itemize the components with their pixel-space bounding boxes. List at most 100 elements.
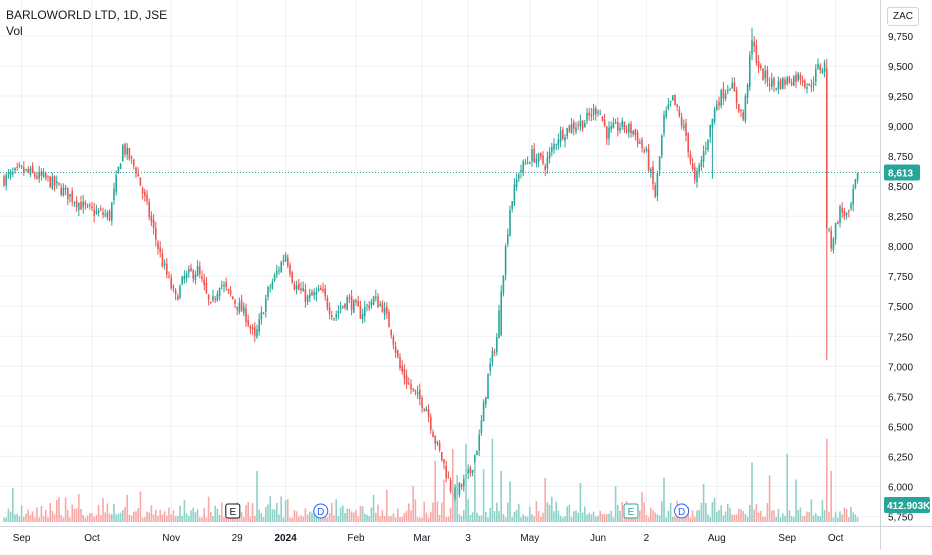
candle-body — [146, 194, 148, 202]
candle-body — [64, 187, 67, 190]
volume-bar — [306, 514, 309, 522]
volume-bar — [161, 514, 164, 522]
candle-body — [405, 375, 408, 385]
volume-bar — [804, 515, 806, 522]
candle-body — [487, 373, 489, 399]
volume-bar — [821, 500, 824, 522]
price-scale[interactable] — [881, 0, 932, 526]
candle-body — [619, 127, 621, 131]
candle-body — [581, 120, 584, 129]
candle-body — [5, 174, 7, 186]
candle-body — [278, 270, 280, 272]
candle-body — [801, 80, 804, 83]
volume-bar — [476, 512, 478, 522]
volume-bar — [86, 515, 89, 522]
candle-body — [181, 276, 183, 285]
volume-bar — [709, 517, 711, 522]
volume-bar — [702, 483, 705, 522]
volume-bar — [744, 514, 747, 522]
candle-body — [104, 214, 106, 216]
candle-body — [663, 114, 665, 133]
x-tick-label: Nov — [162, 533, 180, 544]
volume-bar — [51, 510, 54, 522]
earnings-marker[interactable] — [623, 503, 639, 519]
volume-bar — [141, 517, 144, 522]
candle-body — [713, 109, 716, 122]
earnings-marker[interactable] — [225, 503, 241, 519]
candle-body — [247, 319, 249, 326]
candle-body — [210, 301, 212, 303]
volume-bar — [808, 511, 810, 522]
volume-bar — [47, 517, 49, 522]
volume-bar — [357, 516, 359, 522]
volume-bar — [100, 515, 102, 522]
volume-bar — [500, 471, 502, 522]
candle-body — [460, 484, 463, 488]
volume-bar — [258, 509, 260, 522]
candle-body — [504, 246, 507, 275]
volume-bar — [760, 510, 762, 522]
candle-body — [848, 210, 850, 212]
volume-bar — [441, 502, 443, 522]
candle-body — [170, 277, 172, 289]
volume-bar — [524, 516, 527, 522]
volume-bar — [751, 462, 753, 522]
dividend-marker[interactable] — [313, 503, 329, 519]
currency-button[interactable]: ZAC — [887, 7, 919, 26]
volume-bar — [641, 492, 643, 522]
candle-body — [522, 161, 524, 173]
candle-body — [122, 145, 124, 161]
volume-bar — [269, 496, 271, 522]
volume-bar — [361, 506, 364, 522]
x-tick-label: Aug — [708, 533, 726, 544]
volume-bar — [148, 512, 150, 522]
volume-bar — [810, 499, 813, 522]
candle-body — [355, 300, 357, 303]
candle-body — [533, 148, 535, 163]
volume-bar — [56, 500, 58, 522]
volume-bar — [58, 497, 60, 522]
volume-bar — [768, 475, 771, 522]
volume-bar — [386, 489, 388, 522]
candle-body — [320, 288, 322, 291]
volume-indicator-label[interactable]: Vol — [6, 24, 23, 38]
dividend-marker[interactable] — [674, 503, 690, 519]
candle-body — [634, 129, 637, 135]
candle-body — [386, 306, 388, 314]
candle-body — [568, 125, 571, 132]
x-tick-label: 2024 — [274, 533, 297, 544]
y-tick-label: 9,750 — [888, 32, 913, 43]
volume-bar — [364, 513, 366, 522]
volume-bar — [251, 503, 254, 522]
candle-body — [777, 81, 780, 90]
volume-bar — [606, 513, 608, 522]
candle-body — [562, 129, 564, 140]
candle-body — [419, 389, 421, 400]
candle-body — [333, 318, 335, 320]
volume-bar — [3, 517, 5, 522]
volume-bar — [720, 505, 722, 522]
candle-body — [537, 153, 540, 162]
volume-bar — [205, 517, 208, 522]
candle-body — [507, 234, 509, 245]
volume-bar — [592, 511, 595, 522]
volume-bar — [104, 512, 106, 522]
candle-body — [661, 135, 663, 156]
x-tick-label: Jun — [590, 533, 606, 544]
volume-bar — [837, 517, 839, 522]
volume-bar — [449, 507, 452, 522]
volume-bar — [452, 448, 454, 522]
volume-bar — [779, 517, 782, 522]
candle-body — [317, 288, 320, 291]
candle-body — [856, 172, 859, 181]
candle-body — [430, 417, 432, 430]
volume-bar — [856, 517, 859, 522]
candle-body — [309, 294, 311, 298]
candle-body — [520, 170, 522, 173]
candle-body — [603, 119, 606, 126]
volume-bar — [487, 517, 489, 522]
candle-body — [53, 176, 56, 186]
candle-body — [570, 124, 573, 133]
